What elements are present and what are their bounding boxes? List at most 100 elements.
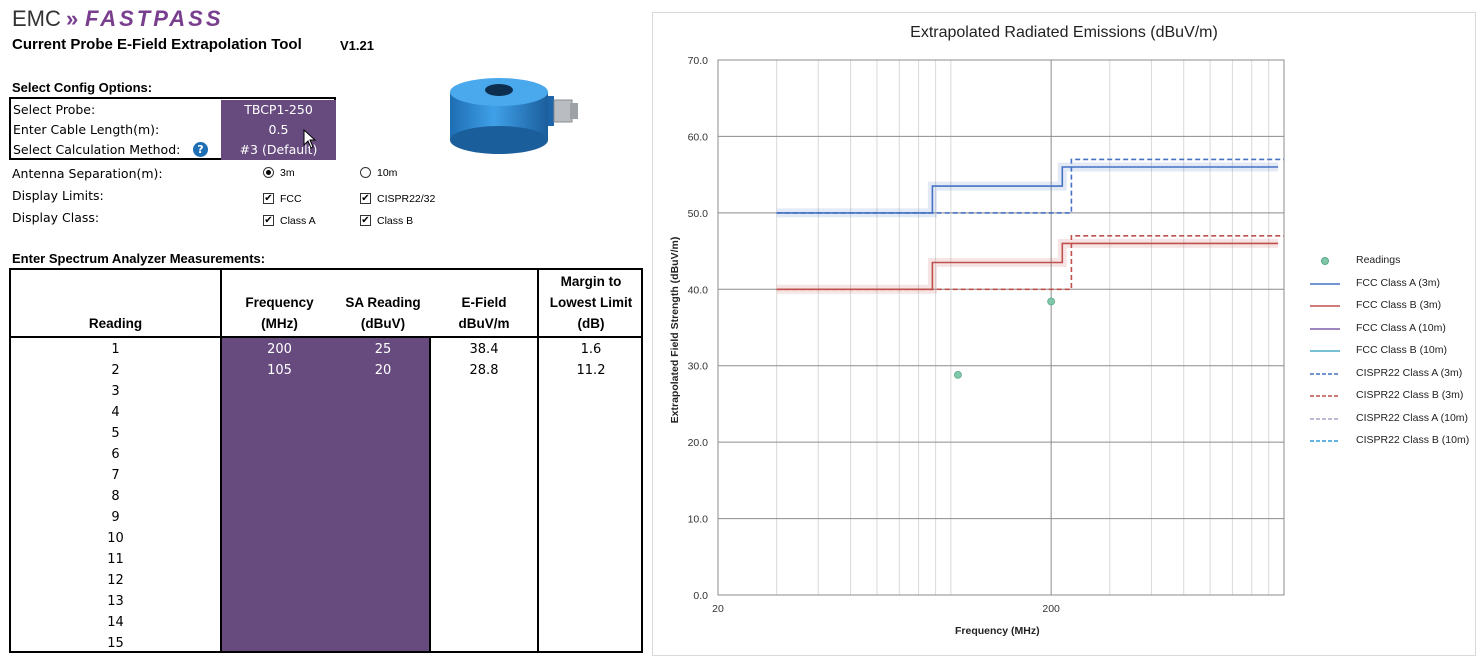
current-probe-image — [450, 78, 578, 154]
frequency-cell[interactable] — [222, 549, 337, 570]
frequency-cell[interactable] — [222, 633, 337, 654]
frequency-cell[interactable]: 105 — [267, 363, 292, 378]
sa-reading-cell[interactable] — [337, 591, 429, 612]
sa-reading-cell[interactable] — [337, 507, 429, 528]
class-b-checkbox-label: Class B — [377, 215, 414, 227]
config-row-probe: Select Probe: TBCP1-250 — [11, 100, 336, 120]
config-section-title: Select Config Options: — [12, 80, 153, 95]
frequency-cell[interactable] — [222, 528, 337, 549]
antenna-label: Antenna Separation(m): — [12, 166, 163, 181]
frequency-cell[interactable] — [222, 444, 337, 465]
margin-cell — [539, 549, 643, 570]
frequency-cell[interactable] — [222, 507, 337, 528]
sa-reading-cell[interactable] — [337, 381, 429, 402]
col-header-reading: Reading — [88, 316, 143, 331]
reading-cell: 7 — [111, 468, 120, 483]
efield-cell — [431, 591, 537, 612]
legend-label: Readings — [1356, 254, 1401, 266]
series-line — [776, 235, 1284, 291]
reading-cell: 3 — [111, 384, 120, 399]
efield-cell — [431, 507, 537, 528]
col-header-sa-reading: SA Reading (dBuV) — [345, 295, 421, 331]
col-header-margin: Margin to Lowest Limit (dB) — [549, 274, 633, 331]
efield-cell — [431, 402, 537, 423]
frequency-cell[interactable] — [222, 570, 337, 591]
legend-swatch — [1310, 305, 1340, 307]
class-b-checkbox[interactable]: ✔ — [360, 215, 371, 226]
legend-swatch — [1310, 327, 1340, 330]
frequency-cell[interactable]: 200 — [267, 342, 292, 357]
sa-reading-cell[interactable]: 25 — [374, 342, 392, 357]
margin-cell — [539, 612, 643, 633]
sa-reading-cell[interactable]: 20 — [374, 363, 392, 378]
fcc-checkbox[interactable]: ✔ — [263, 193, 274, 204]
margin-cell — [539, 444, 643, 465]
frequency-cell[interactable] — [222, 381, 337, 402]
reading-cell: 4 — [111, 405, 120, 420]
reading-point — [954, 370, 962, 379]
config-box: Select Probe: TBCP1-250 Enter Cable Leng… — [9, 97, 336, 160]
sa-reading-cell[interactable] — [337, 402, 429, 423]
logo-chevrons: » — [66, 6, 79, 31]
margin-cell — [539, 486, 643, 507]
efield-cell — [431, 633, 537, 654]
antenna-3m-radio[interactable] — [263, 167, 274, 178]
antenna-10m-radio[interactable] — [360, 167, 371, 178]
efield-cell — [431, 381, 537, 402]
margin-cell — [539, 381, 643, 402]
plot-area — [717, 59, 1285, 596]
sa-reading-cell[interactable] — [337, 549, 429, 570]
class-a-checkbox[interactable]: ✔ — [263, 215, 274, 226]
legend-swatch — [1310, 372, 1340, 375]
sa-reading-cell[interactable] — [337, 528, 429, 549]
frequency-cell[interactable] — [222, 612, 337, 633]
efield-cell — [431, 465, 537, 486]
limits-label: Display Limits: — [12, 188, 104, 203]
sa-reading-cell[interactable] — [337, 423, 429, 444]
frequency-cell[interactable] — [222, 591, 337, 612]
margin-cell — [539, 570, 643, 591]
frequency-cell[interactable] — [222, 486, 337, 507]
margin-cell: 11.2 — [576, 363, 606, 378]
efield-cell — [431, 570, 537, 591]
sa-reading-cell[interactable] — [337, 570, 429, 591]
method-select[interactable]: #3 (Default) — [221, 140, 336, 160]
sa-reading-cell[interactable] — [337, 486, 429, 507]
reading-cell: 12 — [107, 573, 124, 588]
margin-cell — [539, 633, 643, 654]
legend-swatch — [1310, 350, 1340, 352]
reading-cell: 5 — [111, 426, 120, 441]
reading-point — [1047, 297, 1056, 306]
y-tick-label: 0.0 — [693, 590, 708, 602]
frequency-cell[interactable] — [222, 423, 337, 444]
sa-reading-cell[interactable] — [337, 633, 429, 654]
x-tick-label: 20 — [712, 603, 724, 615]
sa-reading-cell[interactable] — [337, 612, 429, 633]
help-icon[interactable]: ? — [193, 142, 208, 157]
efield-cell — [431, 444, 537, 465]
y-tick-label: 30.0 — [688, 361, 709, 373]
legend-swatch — [1310, 417, 1340, 420]
legend-label: CISPR22 Class B (10m) — [1356, 434, 1470, 446]
logo-fastpass-text: FASTPASS — [85, 6, 224, 31]
reading-cell: 13 — [107, 594, 124, 609]
antenna-3m-label: 3m — [280, 167, 295, 179]
method-label: Select Calculation Method: — [13, 142, 181, 157]
efield-cell — [431, 486, 537, 507]
probe-select[interactable]: TBCP1-250 — [221, 100, 336, 120]
legend-label: FCC Class B (10m) — [1356, 344, 1448, 356]
sa-reading-cell[interactable] — [337, 444, 429, 465]
y-tick-label: 70.0 — [688, 55, 709, 67]
frequency-cell[interactable] — [222, 465, 337, 486]
efield-cell — [431, 528, 537, 549]
cispr-checkbox[interactable]: ✔ — [360, 193, 371, 204]
margin-cell — [539, 528, 643, 549]
sa-reading-cell[interactable] — [337, 465, 429, 486]
legend-swatch — [1321, 257, 1329, 265]
probe-label: Select Probe: — [13, 102, 96, 117]
reading-cell: 15 — [107, 636, 124, 651]
reading-cell: 2 — [111, 363, 120, 378]
legend-label: FCC Class A (10m) — [1356, 321, 1446, 334]
frequency-cell[interactable] — [222, 402, 337, 423]
fcc-checkbox-label: FCC — [280, 193, 302, 205]
